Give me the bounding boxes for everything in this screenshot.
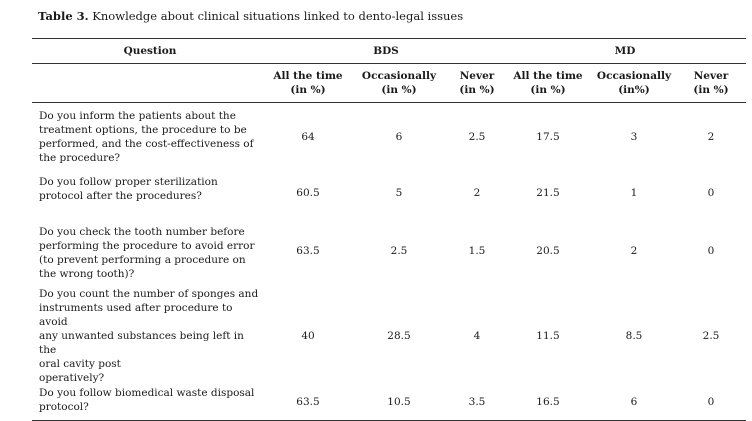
value-cell: 3 (630, 130, 638, 143)
value-cell: 8.5 (625, 329, 643, 342)
group-header-bds: BDS (268, 38, 504, 64)
col-header-md-occasionally: Occasionally (in%) (592, 63, 676, 103)
value-cell: 2.5 (468, 130, 486, 143)
value-cell: 17.5 (536, 130, 560, 143)
value-cell: 1 (630, 186, 638, 199)
value-cell: 2 (473, 186, 481, 199)
question-cell: Do you inform the patients about the trea… (39, 109, 254, 164)
value-cell: 2.5 (390, 244, 408, 257)
col-header-bds-never: Never (in %) (450, 63, 504, 103)
value-cell: 6 (592, 384, 676, 421)
value-cell: 6 (395, 130, 403, 143)
group-header-md: MD (504, 38, 746, 64)
value-cell: 21.5 (536, 186, 560, 199)
value-cell: 11.5 (536, 329, 560, 342)
value-cell: 2 (707, 130, 715, 143)
value-cell: 3.5 (450, 384, 504, 421)
question-cell: Do you follow biomedical waste disposal p… (32, 384, 268, 421)
question-header: Question (32, 38, 268, 64)
table-row: Do you check the tooth number before perf… (32, 215, 746, 287)
col-header-bds-occasionally: Occasionally (in %) (348, 63, 450, 103)
value-cell: 16.5 (504, 384, 592, 421)
value-cell: 60.5 (296, 186, 320, 199)
data-table: Question BDS MD All the time (in %) Occas… (32, 38, 746, 421)
value-cell: 5 (395, 186, 403, 199)
value-cell: 40 (301, 329, 315, 342)
value-cell: 0 (707, 244, 715, 257)
value-cell: 28.5 (387, 329, 411, 342)
table-row: Do you follow proper sterilization protoc… (32, 171, 746, 215)
value-cell: 0 (707, 186, 715, 199)
question-cell: Do you count the number of sponges and in… (39, 287, 259, 384)
value-cell: 0 (676, 384, 746, 421)
sub-header-row: All the time (in %) Occasionally (in %) Ne… (32, 63, 746, 103)
value-cell: 1.5 (468, 244, 486, 257)
table-row: Do you follow biomedical waste disposal p… (32, 384, 746, 421)
question-cell: Do you check the tooth number before perf… (39, 225, 255, 280)
value-cell: 20.5 (536, 244, 560, 257)
value-cell: 63.5 (296, 244, 320, 257)
value-cell: 10.5 (348, 384, 450, 421)
col-header-bds-all-the-time: All the time (in %) (268, 63, 348, 103)
value-cell: 63.5 (268, 384, 348, 421)
table-label: Table 3. (38, 9, 89, 23)
col-header-md-all-the-time: All the time (in %) (504, 63, 592, 103)
value-cell: 2 (630, 244, 638, 257)
table-row: Do you inform the patients about the trea… (32, 103, 746, 171)
table-row: Do you count the number of sponges and in… (32, 287, 746, 385)
value-cell: 2.5 (702, 329, 720, 342)
value-cell: 64 (301, 130, 315, 143)
col-header-md-never: Never (in %) (676, 63, 746, 103)
value-cell: 4 (473, 329, 481, 342)
blank-header (32, 63, 268, 103)
question-cell: Do you follow proper sterilization protoc… (39, 175, 218, 202)
group-header-row: Question BDS MD (32, 38, 746, 64)
table-caption: Table 3. Knowledge about clinical situat… (38, 9, 463, 23)
table-title: Knowledge about clinical situations link… (88, 9, 464, 23)
